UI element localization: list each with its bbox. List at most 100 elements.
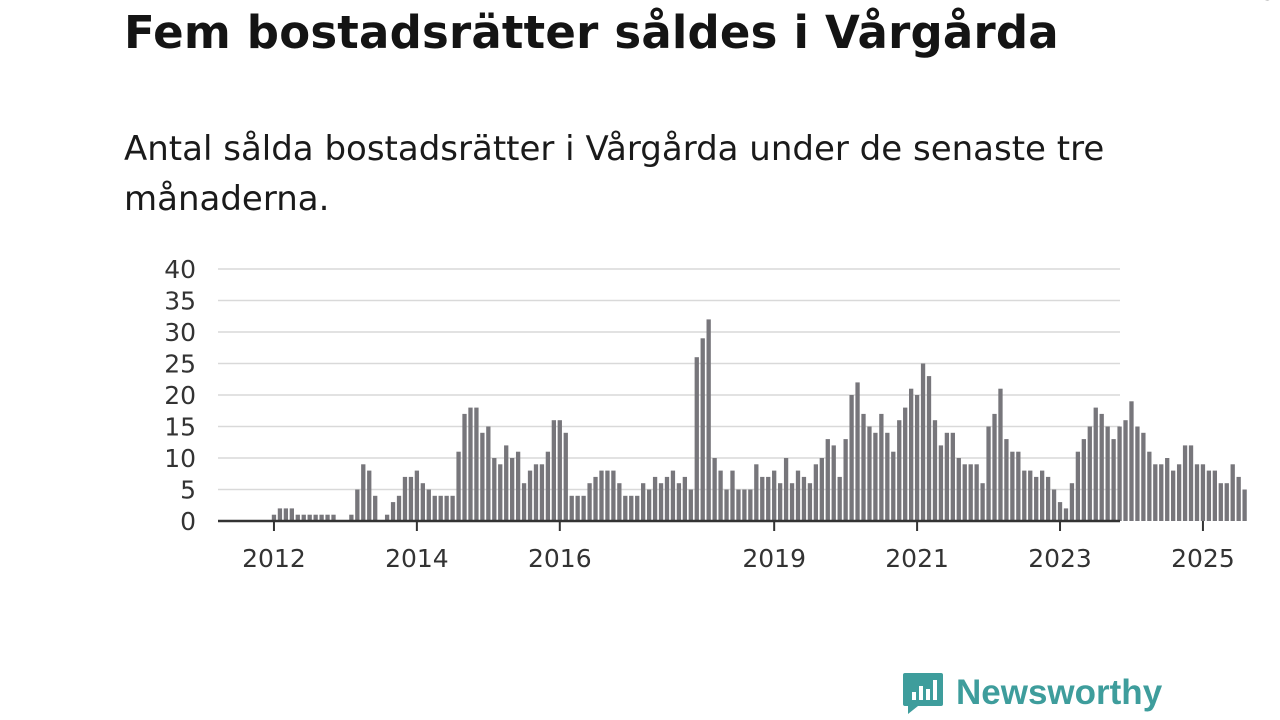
bar <box>373 495 378 521</box>
bar <box>825 439 830 521</box>
bar <box>599 470 604 521</box>
bar <box>575 495 580 521</box>
x-axis-ticks: 2012 2014 2016 2019 2021 2023 2025 <box>242 521 1235 573</box>
bar <box>462 413 467 521</box>
bar <box>557 420 562 521</box>
bar <box>367 470 372 521</box>
bar <box>611 470 616 521</box>
bar <box>1117 426 1122 521</box>
bar <box>384 514 390 521</box>
bar <box>569 495 574 521</box>
bar <box>533 464 539 521</box>
bar <box>1010 451 1015 521</box>
bar <box>712 458 717 521</box>
bar <box>783 458 789 521</box>
bar <box>724 489 729 521</box>
bar <box>926 376 932 521</box>
bar <box>1022 470 1027 521</box>
bar <box>920 363 926 521</box>
bar <box>730 470 735 521</box>
bar <box>932 420 938 521</box>
bar <box>349 514 354 521</box>
bar <box>962 464 967 521</box>
bar <box>1057 502 1063 521</box>
bar <box>897 420 902 521</box>
bar <box>1188 445 1194 521</box>
bar <box>861 413 866 521</box>
bar <box>545 451 551 521</box>
bar <box>605 470 610 521</box>
bar <box>402 476 408 521</box>
bar <box>432 495 437 521</box>
bar <box>420 483 425 521</box>
bar <box>1236 476 1241 521</box>
gridlines <box>218 268 1120 491</box>
x-tick-label: 2012 <box>242 544 306 573</box>
bar <box>1093 407 1098 521</box>
bar <box>521 483 527 521</box>
bar <box>1051 489 1057 521</box>
y-tick-label: 40 <box>164 255 196 284</box>
bar <box>456 451 461 521</box>
y-tick-label: 0 <box>180 507 196 536</box>
bar <box>1165 458 1170 521</box>
bar <box>944 432 950 521</box>
bar <box>617 483 622 521</box>
bar <box>307 514 312 521</box>
bar <box>1045 476 1051 521</box>
bar <box>1123 420 1128 521</box>
bar <box>909 388 914 521</box>
bar <box>414 470 420 521</box>
bar <box>510 458 515 521</box>
bar <box>885 432 890 521</box>
bar <box>914 395 920 521</box>
bar <box>283 508 289 521</box>
bar <box>664 476 670 521</box>
bar <box>956 458 961 521</box>
bar <box>903 407 908 521</box>
bar <box>498 464 503 521</box>
bar <box>873 432 878 521</box>
x-tick-label: 2023 <box>1028 544 1092 573</box>
bar <box>1206 470 1212 521</box>
y-tick-label: 5 <box>180 476 196 505</box>
bar <box>408 476 414 521</box>
bar <box>718 470 723 521</box>
bar <box>706 319 711 521</box>
bar <box>1016 451 1021 521</box>
bar <box>331 514 336 521</box>
bar <box>587 483 592 521</box>
bar <box>515 451 521 521</box>
bar <box>700 338 705 521</box>
bar <box>480 432 485 521</box>
bar <box>754 464 759 521</box>
bar <box>1218 483 1223 521</box>
bar <box>581 495 586 521</box>
bar <box>1212 470 1217 521</box>
bar <box>760 476 765 521</box>
bar <box>527 470 533 521</box>
bar <box>1200 464 1206 521</box>
bar <box>444 495 449 521</box>
bar <box>396 495 402 521</box>
bar <box>1147 451 1152 521</box>
bar <box>807 483 813 521</box>
bar <box>736 489 741 521</box>
y-tick-label: 35 <box>164 287 196 316</box>
bar <box>980 483 985 521</box>
bar <box>646 489 652 521</box>
bar <box>766 476 771 521</box>
bars <box>271 319 1247 521</box>
bar <box>325 514 330 521</box>
bar <box>623 495 628 521</box>
bar <box>950 432 955 521</box>
bar <box>551 420 556 521</box>
bar <box>295 514 300 521</box>
highlight-value-label: 5 <box>1260 0 1276 6</box>
bar <box>1034 476 1039 521</box>
bar <box>1111 439 1116 521</box>
bar <box>748 489 753 521</box>
y-tick-label: 25 <box>164 350 196 379</box>
bar <box>1063 508 1069 521</box>
